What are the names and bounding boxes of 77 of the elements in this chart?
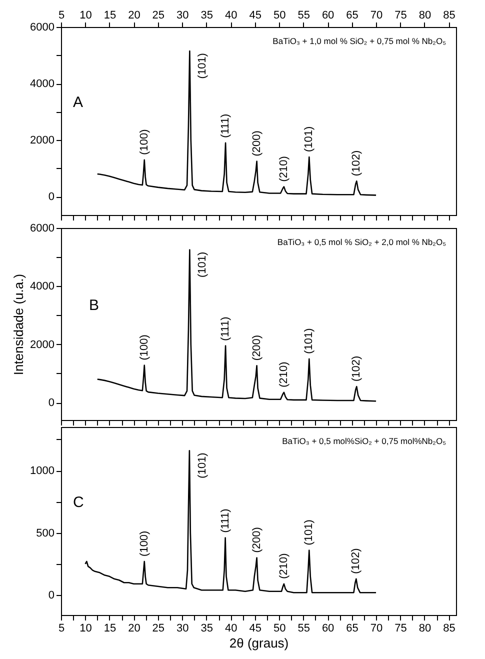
- annotation: BaTiO₃ + 0,5 mol % SiO₂ + 2,0 mol % Nb₂O₅: [277, 237, 446, 247]
- y-axis-title: Intensidade (u.a.): [11, 274, 26, 376]
- x2-tick-label: 25: [152, 10, 165, 22]
- x-tick-label: 30: [176, 622, 189, 634]
- annotation: (210): [278, 156, 290, 182]
- y-tick-label: 0: [48, 191, 54, 204]
- x-tick-label: 5: [58, 622, 65, 634]
- x2-tick-label: 60: [322, 10, 334, 22]
- annotation: BaTiO₃ + 0,5 mol%SiO₂ + 0,75 mol%Nb₂O₅: [282, 436, 446, 446]
- annotation: (101): [196, 252, 209, 278]
- x2-tick-label: 50: [273, 10, 286, 22]
- x2-tick-label: 5: [58, 10, 65, 22]
- annotation: (210): [278, 362, 290, 388]
- annotation: (200): [250, 130, 263, 156]
- annotation: (101): [303, 520, 316, 546]
- x-tick-label: 85: [443, 622, 456, 634]
- x-tick-label: 35: [200, 622, 214, 634]
- x2-tick-label: 55: [298, 10, 310, 22]
- x-tick-label: 40: [225, 622, 238, 634]
- annotation: (102): [350, 150, 363, 176]
- x2-tick-label: 30: [176, 10, 189, 22]
- line-series: [96, 50, 377, 196]
- annotation: (111): [220, 316, 232, 341]
- x-tick-label: 50: [273, 622, 286, 634]
- annotation: B: [89, 296, 100, 314]
- x-tick-label: 60: [322, 622, 334, 634]
- line-series: [84, 450, 377, 594]
- annotation: (111): [219, 508, 232, 533]
- annotation: (210): [278, 553, 290, 579]
- annotation: (111): [220, 114, 232, 138]
- x-tick-label: 10: [80, 622, 92, 634]
- annotation: (200): [250, 527, 263, 553]
- annotation: (100): [138, 530, 150, 556]
- annotation: BaTiO₃ + 1,0 mol % SiO₂ + 0,75 mol % Nb₂O₅: [272, 36, 446, 46]
- y-tick-label: 4000: [30, 78, 54, 90]
- x2-tick-label: 35: [200, 10, 214, 22]
- x-axis-title: 2θ (graus): [229, 636, 289, 650]
- annotation: (200): [250, 334, 263, 361]
- annotation: (101): [303, 126, 316, 152]
- y-tick-label: 2000: [30, 338, 54, 351]
- annotation: (100): [138, 129, 150, 155]
- y-tick-label: 6000: [30, 222, 54, 234]
- x2-tick-label: 70: [370, 10, 383, 22]
- x-tick-label: 70: [370, 622, 383, 634]
- y-tick-label: 6000: [30, 22, 54, 34]
- x2-tick-label: 80: [418, 10, 432, 22]
- x2-tick-label: 65: [346, 10, 358, 22]
- annotation: (102): [350, 548, 362, 574]
- x2-tick-label: 75: [394, 10, 407, 22]
- y-tick-label: 2000: [30, 134, 54, 147]
- annotation: A: [73, 94, 84, 112]
- x2-tick-label: 15: [104, 10, 116, 22]
- annotation: (102): [350, 356, 363, 382]
- x-tick-label: 80: [418, 622, 432, 634]
- annotation: (101): [196, 53, 209, 79]
- y-tick-label: 4000: [30, 280, 54, 293]
- y-tick-label: 500: [36, 527, 54, 540]
- y-tick-label: 0: [48, 397, 54, 410]
- x-tick-label: 20: [128, 622, 140, 634]
- x2-tick-label: 85: [443, 10, 456, 22]
- annotation: (101): [196, 452, 208, 478]
- x2-tick-label: 10: [80, 10, 92, 22]
- x2-tick-label: 20: [128, 10, 140, 22]
- y-tick-label: 1000: [30, 465, 54, 478]
- line-series: [96, 249, 377, 402]
- y-tick-label: 0: [48, 590, 54, 602]
- x-tick-label: 15: [104, 622, 116, 634]
- x2-tick-label: 45: [249, 10, 262, 22]
- annotation: C: [73, 494, 84, 512]
- x-tick-label: 55: [298, 622, 310, 634]
- x-tick-label: 65: [346, 622, 358, 634]
- x2-tick-label: 40: [225, 10, 238, 22]
- annotation: (100): [138, 334, 150, 360]
- x-tick-label: 75: [394, 622, 407, 634]
- x-tick-label: 45: [249, 622, 262, 634]
- annotation: (101): [303, 328, 316, 354]
- x-tick-label: 25: [152, 622, 165, 634]
